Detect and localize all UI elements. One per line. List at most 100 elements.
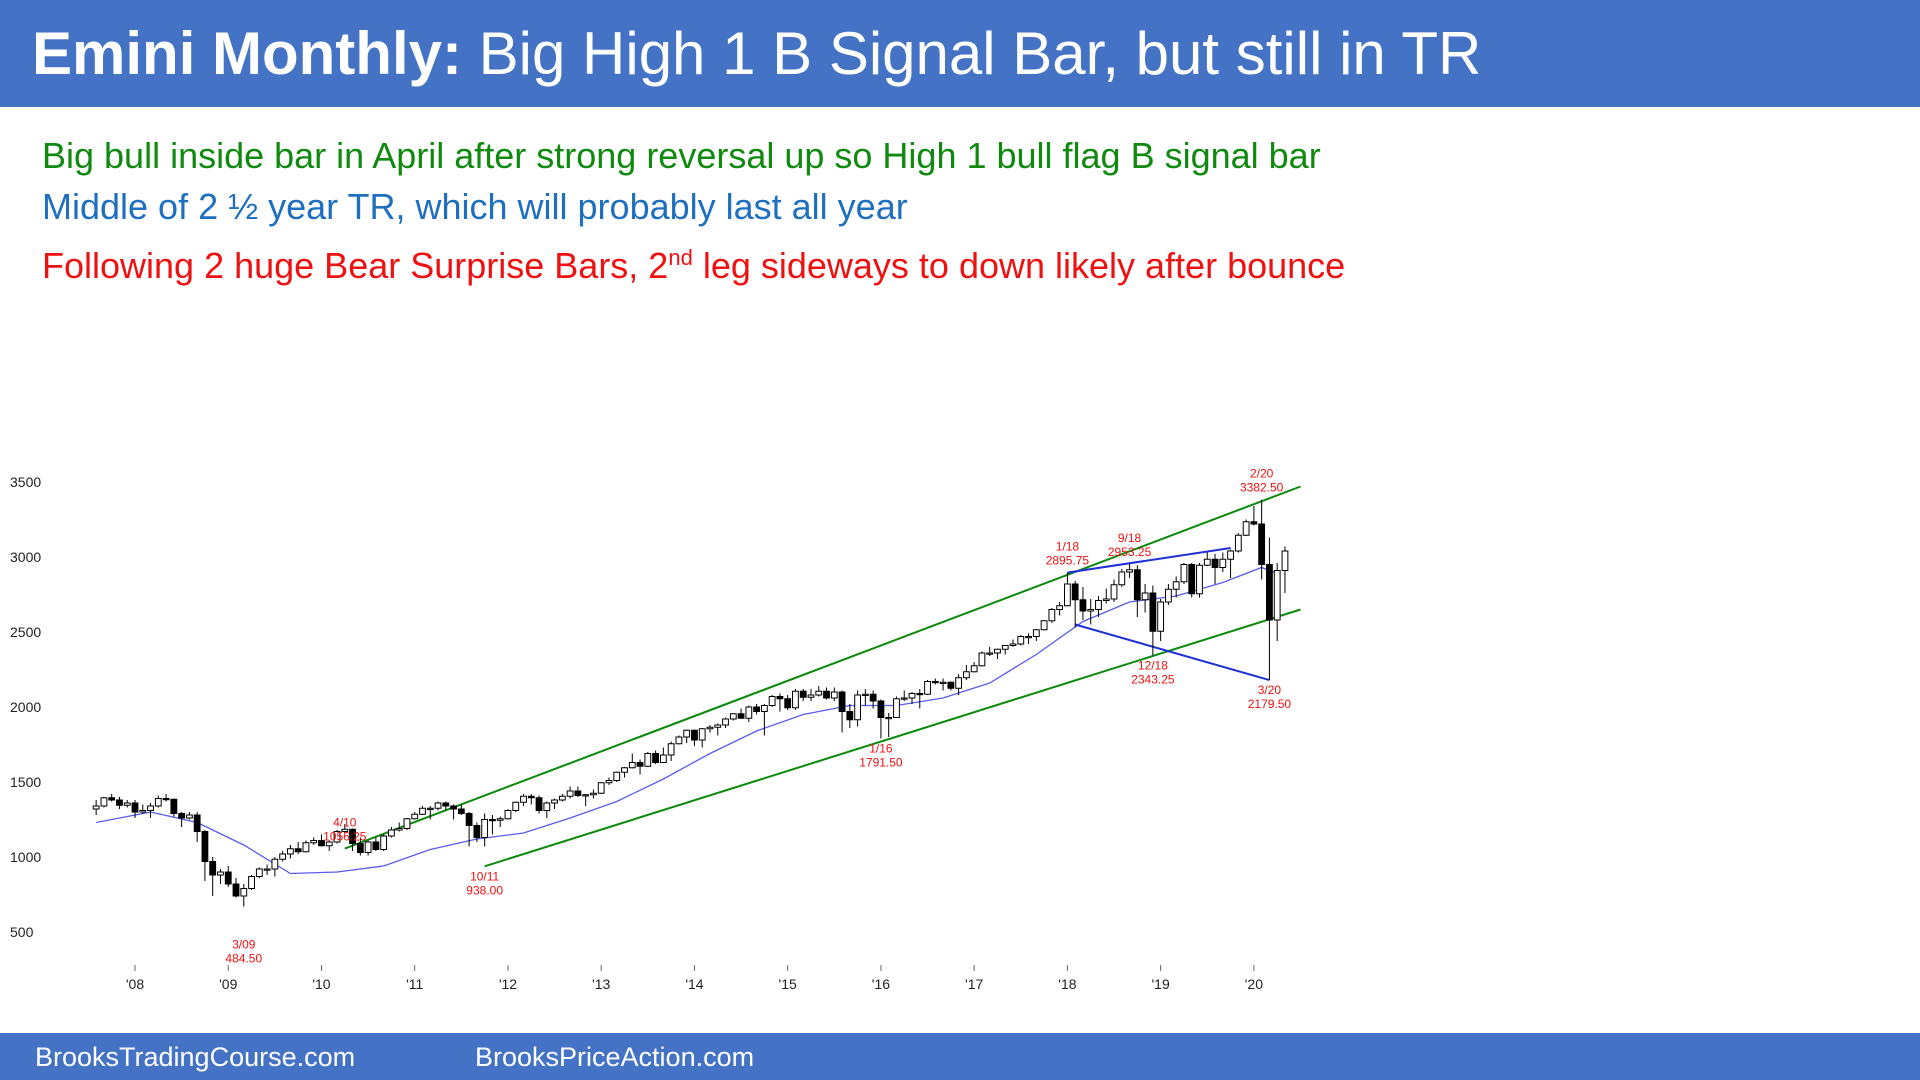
bull-candle <box>1095 600 1102 610</box>
x-tick-label: '11 <box>406 976 423 992</box>
bull-candle <box>512 801 520 811</box>
bear-candle <box>489 819 496 822</box>
bull-candle <box>745 706 753 719</box>
footer-link-trading-course[interactable]: BrooksTradingCourse.com <box>35 1042 356 1072</box>
bear-candle <box>1079 599 1087 612</box>
y-tick-label: 2000 <box>10 699 41 715</box>
annotation-date: 2/20 <box>1250 467 1274 481</box>
bear-candle <box>869 693 877 702</box>
bull-candle <box>543 802 551 811</box>
bull-candle <box>1048 609 1056 622</box>
bull-candle <box>1273 570 1281 621</box>
bull-candle <box>263 868 271 871</box>
bull-candle <box>1227 550 1234 560</box>
bear-candle <box>232 883 240 897</box>
annotation-date: 1/16 <box>869 741 893 755</box>
bull-candle <box>1110 584 1118 600</box>
bull-candle <box>566 790 574 797</box>
bull-candle <box>597 782 605 794</box>
bear-candle <box>823 690 830 699</box>
bull-candle <box>287 848 294 855</box>
bull-candle <box>426 807 434 810</box>
footer-link-price-action[interactable]: BrooksPriceAction.com <box>475 1042 755 1072</box>
x-tick-label: '17 <box>965 976 983 992</box>
bull-candle <box>706 726 714 730</box>
bull-candle <box>667 743 675 756</box>
bear-candle <box>473 825 481 838</box>
y-axis: 3500 3000 2500 2000 1500 1000 500 <box>10 474 41 940</box>
bear-candle <box>356 843 364 853</box>
bull-candle <box>613 771 621 781</box>
annotation-price: 2895.75 <box>1046 554 1090 568</box>
bull-candle <box>1064 583 1071 607</box>
annotation-date: 12/18 <box>1138 659 1168 673</box>
bear-candle <box>178 813 186 819</box>
bull-candle <box>1056 605 1064 610</box>
bear-candle <box>1133 569 1141 601</box>
y-tick-label: 1500 <box>10 774 41 790</box>
annotation-date: 3/20 <box>1258 683 1282 697</box>
bull-candle <box>248 876 255 889</box>
bull-candle <box>644 753 652 767</box>
commentary-line-3-superscript: nd <box>668 245 693 270</box>
x-tick-label: '13 <box>592 976 610 992</box>
bear-candle <box>931 681 939 684</box>
bull-candle <box>147 805 154 811</box>
bull-candle <box>240 888 248 897</box>
bull-candle <box>123 802 131 806</box>
bull-candle <box>1001 645 1009 650</box>
bear-candle <box>162 798 170 801</box>
x-tick-label: '19 <box>1152 976 1170 992</box>
annotation-price: 3382.50 <box>1240 481 1284 495</box>
x-tick-label: '20 <box>1245 976 1263 992</box>
bull-candle <box>962 671 970 679</box>
bull-candle <box>1196 564 1203 595</box>
bear-candle <box>753 706 761 712</box>
bull-candle <box>861 693 869 696</box>
bear-candle <box>108 797 116 801</box>
bear-candle <box>318 840 325 847</box>
x-tick-label: '08 <box>126 976 144 992</box>
bull-candle <box>978 652 986 667</box>
monthly-candlestick-chart: 3500 3000 2500 2000 1500 1000 500 '08 '09 '10 '11… <box>10 467 1301 992</box>
bull-candle <box>100 797 108 807</box>
title-bold-part: Emini Monthly: <box>32 19 462 87</box>
bear-candle <box>1266 564 1273 621</box>
bear-candle <box>784 698 792 709</box>
bear-candle <box>846 711 854 721</box>
bear-candle <box>535 797 543 811</box>
title-banner: Emini Monthly: Big High 1 B Signal Bar, … <box>0 0 1920 107</box>
bull-candle <box>551 799 558 804</box>
annotation-price: 2179.50 <box>1248 697 1292 711</box>
bull-candle <box>92 805 100 810</box>
bull-candle <box>1025 636 1032 639</box>
bull-candle <box>807 694 815 698</box>
bear-candle <box>131 802 139 813</box>
bear-candle <box>1211 558 1219 568</box>
x-tick-label: '12 <box>499 976 517 992</box>
bull-candle <box>388 829 395 837</box>
bull-candle <box>1203 558 1211 566</box>
bull-candle <box>380 835 388 850</box>
bull-candle <box>986 652 994 655</box>
bull-candle <box>325 841 333 847</box>
bull-candle <box>1032 629 1040 637</box>
bull-candle <box>481 819 489 838</box>
bull-candle <box>1102 598 1110 601</box>
bear-candle <box>691 729 698 741</box>
bull-candle <box>900 697 908 700</box>
bear-candle <box>442 802 450 807</box>
bull-candle <box>217 871 224 876</box>
bull-candle <box>271 858 279 870</box>
bull-candle <box>714 724 722 728</box>
bull-candle <box>504 810 512 820</box>
y-tick-label: 3000 <box>10 549 41 565</box>
bull-candle <box>815 690 823 696</box>
bull-candle <box>582 794 590 797</box>
bear-candle <box>457 808 465 814</box>
bull-candle <box>1165 588 1172 603</box>
annotation-date: 4/10 <box>333 816 357 830</box>
bull-candle <box>628 762 636 769</box>
bull-candle <box>558 795 566 801</box>
bull-candle <box>255 868 263 877</box>
